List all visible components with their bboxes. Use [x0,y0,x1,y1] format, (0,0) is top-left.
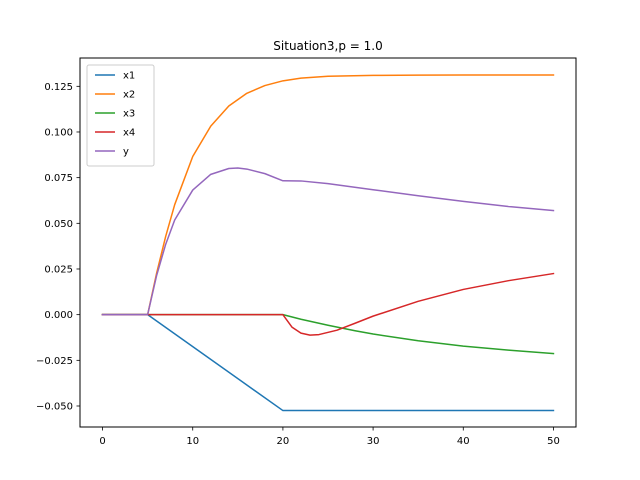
axes-frame [79,57,577,428]
x-tick-label: 40 [457,436,470,447]
legend: x1 x2 x3 x4 y [86,64,155,167]
series-line-y [101,167,555,316]
legend-box [86,64,155,167]
x-tick-label: 50 [547,436,560,447]
y-axis: −0.050 −0.025 0.000 0.025 0.050 0.075 0.100 0.1… [36,82,80,412]
y-tick-label: 0.025 [44,264,73,275]
y-tick-label: 0.100 [44,127,73,138]
x-tick-label: 0 [99,436,105,447]
legend-label-y: y [123,147,129,158]
chart-title: Situation3,p = 1.0 [273,39,382,53]
y-tick-label: 0.000 [44,310,73,321]
x-tick-label: 10 [186,436,199,447]
y-tick-label: 0.125 [44,82,73,93]
x-axis: 0 10 20 30 40 50 [99,427,560,447]
y-tick-label: −0.050 [36,401,73,412]
y-tick-label: 0.075 [44,173,73,184]
y-tick-label: −0.025 [36,356,73,367]
legend-label-x3: x3 [123,109,135,120]
y-tick-label: 0.050 [44,219,73,230]
legend-label-x2: x2 [123,90,135,101]
series-lines [101,74,555,412]
legend-label-x4: x4 [123,128,135,139]
series-line-x4 [101,272,555,336]
legend-label-x1: x1 [123,71,135,82]
x-tick-label: 30 [367,436,380,447]
series-line-x2 [101,74,555,316]
plot-area [79,57,577,428]
x-tick-label: 20 [277,436,290,447]
